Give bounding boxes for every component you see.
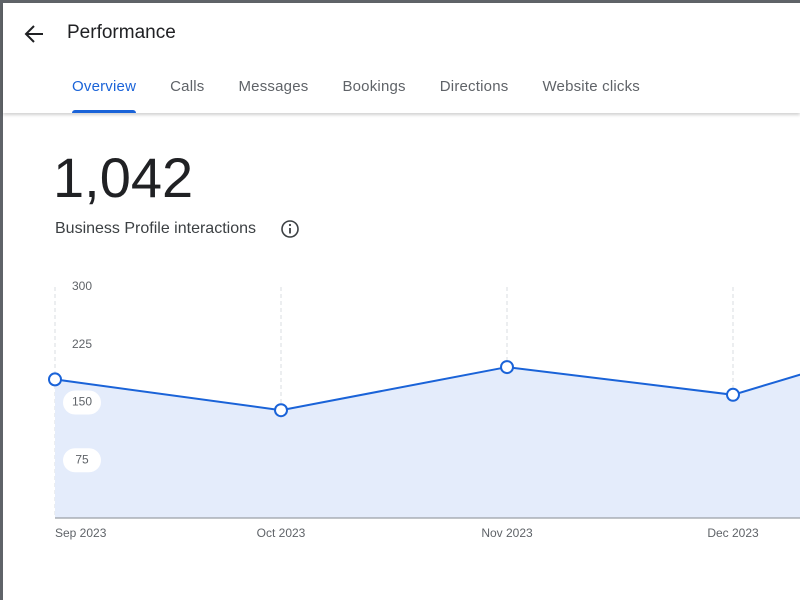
y-tick-pill	[63, 332, 101, 357]
x-tick-label: Oct 2023	[257, 526, 306, 540]
data-point	[274, 403, 288, 418]
x-tick-label: Nov 2023	[481, 526, 533, 540]
tab[interactable]: Directions	[439, 78, 509, 95]
tab[interactable]: Bookings	[342, 78, 406, 95]
x-tick-label: Sep 2023	[55, 526, 107, 540]
page-title: Performance	[67, 22, 176, 43]
tab[interactable]: Website clicks	[542, 78, 640, 95]
data-point	[48, 372, 62, 387]
back-button[interactable]	[23, 23, 45, 45]
y-tick-label: 150	[72, 395, 92, 409]
info-icon[interactable]	[280, 219, 300, 239]
data-point	[726, 387, 740, 402]
data-point	[500, 360, 514, 375]
header: Performance Overview Calls Messages Booking…	[3, 3, 800, 113]
area	[55, 367, 800, 518]
tab-bar: Overview Calls Messages Bookings Directions W…	[55, 75, 657, 113]
metric-label: Business Profile interactions	[55, 220, 256, 237]
tab[interactable]: Overview	[55, 75, 153, 113]
y-tick-label: 225	[72, 337, 92, 351]
y-tick-pill	[63, 390, 101, 415]
tab[interactable]: Calls	[170, 78, 205, 95]
tab[interactable]: Messages	[238, 78, 309, 95]
y-tick-pill	[63, 275, 101, 299]
metric-value: 1,042	[53, 146, 194, 209]
y-tick-label: 300	[72, 279, 92, 293]
y-tick-pill	[63, 448, 101, 473]
y-tick-label: 75	[75, 452, 89, 466]
x-tick-label: Dec 2023	[707, 526, 759, 540]
